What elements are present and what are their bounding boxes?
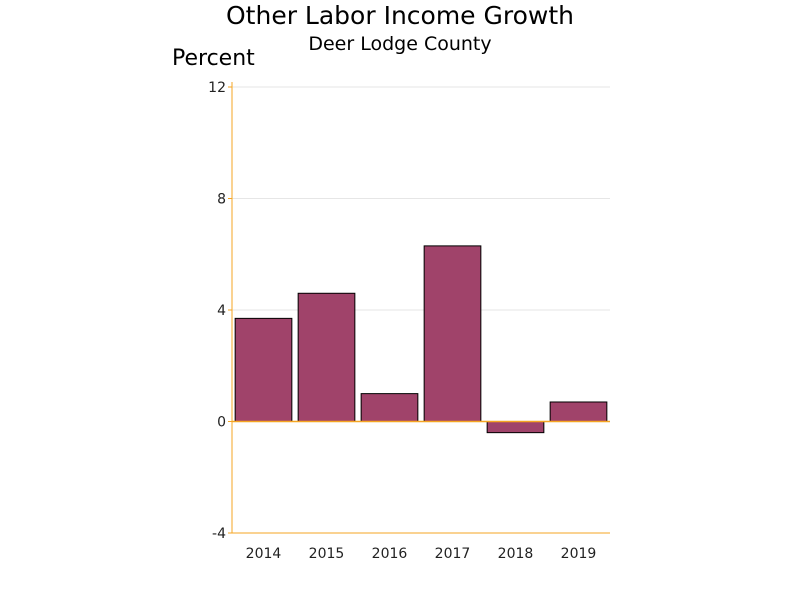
x-tick-label: 2014 [246, 546, 282, 562]
x-tick-label: 2018 [498, 546, 534, 562]
x-tick-label: 2019 [561, 546, 597, 562]
y-tick-label: 12 [208, 80, 226, 96]
bar-2016 [360, 393, 419, 422]
bar-2018 [486, 421, 545, 434]
tick-labels: -4 0 4 8 12 2014 2015 2016 2017 2018 2019 [208, 80, 596, 562]
bar-2015 [297, 292, 356, 422]
y-tick-label: -4 [212, 526, 226, 542]
axes [228, 82, 610, 534]
bars [234, 245, 608, 434]
chart-title: Other Labor Income Growth [226, 1, 574, 30]
x-tick-label: 2017 [435, 546, 471, 562]
x-tick-label: 2015 [309, 546, 345, 562]
bar-2014 [234, 317, 293, 422]
chart-subtitle: Deer Lodge County [308, 33, 492, 55]
y-tick-label: 0 [217, 415, 226, 431]
gridlines [232, 86, 610, 311]
y-axis-title: Percent [172, 46, 255, 71]
y-tick-label: 8 [217, 192, 226, 208]
x-tick-label: 2016 [372, 546, 408, 562]
y-tick-label: 4 [217, 303, 226, 319]
bar-2019 [549, 401, 608, 422]
bar-2017 [423, 245, 482, 422]
